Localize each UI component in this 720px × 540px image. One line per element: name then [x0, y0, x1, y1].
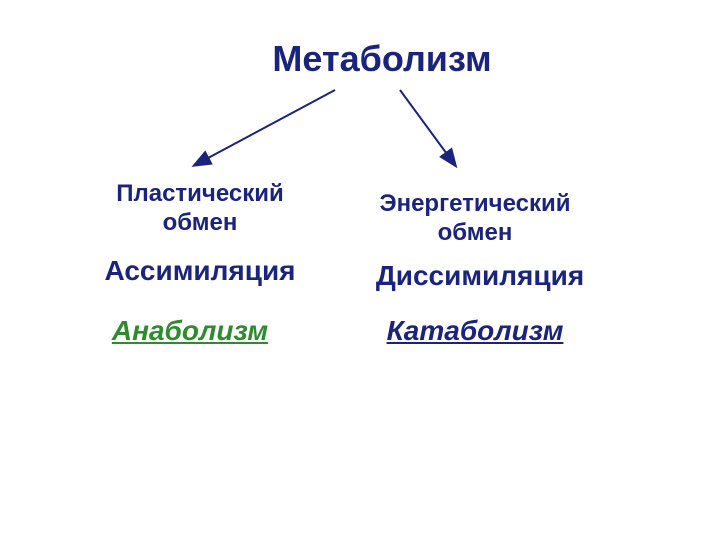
left-subtitle-line2: обмен	[163, 209, 238, 236]
right-arrow	[400, 90, 455, 165]
left-arrow	[195, 90, 335, 165]
left-italic-term: Анаболизм	[90, 315, 290, 347]
left-subtitle: Пластический обмен	[100, 180, 300, 238]
left-term: Ассимиляция	[85, 255, 315, 287]
right-subtitle-line2: обмен	[438, 219, 513, 246]
left-subtitle-line1: Пластический	[116, 180, 284, 207]
right-italic-term: Катаболизм	[370, 315, 580, 347]
right-term: Диссимиляция	[360, 260, 600, 292]
right-subtitle-line1: Энергетический	[380, 190, 571, 217]
right-subtitle: Энергетический обмен	[360, 190, 590, 248]
